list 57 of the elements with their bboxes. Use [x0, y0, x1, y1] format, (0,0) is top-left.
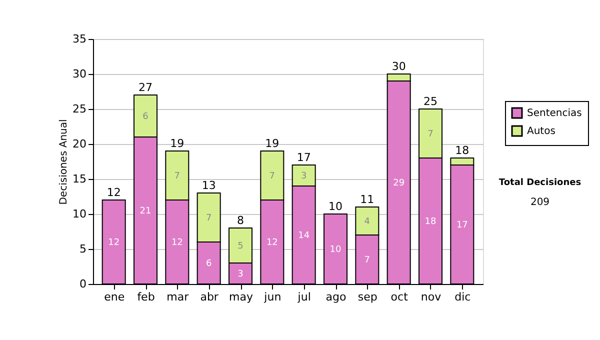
data-label: 14	[298, 231, 310, 241]
total-label: 19	[265, 137, 280, 150]
x-tick-label: dic	[454, 290, 471, 304]
data-label: 7	[269, 172, 276, 182]
x-tick-label: feb	[137, 290, 155, 304]
total-label: 8	[237, 214, 244, 227]
total-label: 27	[138, 81, 152, 94]
x-tick-label: nov	[420, 290, 442, 304]
data-label: 3	[300, 172, 307, 182]
y-tick-label: 25	[72, 102, 86, 116]
total-label: 30	[392, 60, 406, 73]
x-tick-label: may	[229, 290, 254, 304]
data-label: 4	[364, 217, 370, 227]
total-label: 10	[328, 200, 342, 213]
total-label: 25	[424, 95, 438, 108]
legend-label: Autos	[527, 126, 556, 137]
data-label: 6	[142, 112, 149, 122]
y-axis-title: Decisiones Anual	[58, 119, 70, 205]
total-label: 12	[106, 186, 121, 199]
legend-label: Sentencias	[527, 108, 582, 119]
data-label: 7	[174, 172, 180, 182]
y-tick-label: 0	[80, 278, 86, 290]
text: 209	[530, 197, 550, 208]
data-label: 29	[393, 178, 405, 188]
text: Total Decisiones	[498, 178, 582, 188]
data-label: 10	[330, 245, 342, 255]
y-tick-label: 35	[72, 32, 86, 46]
data-label: 21	[140, 206, 152, 216]
data-label: 5	[238, 242, 244, 252]
total-label: 19	[170, 137, 184, 150]
x-tick-label: oct	[390, 290, 409, 304]
x-tick-label: ago	[326, 290, 346, 304]
total-label: 17	[296, 151, 311, 164]
x-tick-label: sep	[358, 290, 378, 304]
data-label: 12	[108, 238, 120, 248]
x-tick-label: jul	[296, 290, 311, 304]
x-tick-label: mar	[166, 290, 190, 304]
y-tick-label: 10	[72, 208, 86, 220]
data-label: 12	[266, 238, 278, 248]
total-label: 11	[360, 193, 374, 206]
y-tick-label: 15	[72, 172, 86, 186]
data-label: 18	[424, 217, 436, 227]
x-tick-label: ene	[104, 290, 125, 304]
y-tick-label: 5	[80, 242, 86, 256]
data-label: 3	[238, 270, 244, 280]
data-label: 7	[364, 256, 370, 266]
x-tick-label: abr	[200, 290, 219, 304]
data-label: 6	[206, 259, 212, 269]
y-tick-label: 20	[72, 138, 86, 150]
data-label: 7	[206, 214, 212, 224]
data-label: 12	[171, 238, 183, 248]
data-label: 7	[428, 130, 434, 140]
total-label: 18	[455, 144, 470, 157]
data-label: 17	[456, 220, 468, 230]
total-label: 13	[202, 179, 216, 192]
x-tick-label: jun	[263, 290, 282, 304]
y-tick-label: 30	[72, 68, 86, 80]
